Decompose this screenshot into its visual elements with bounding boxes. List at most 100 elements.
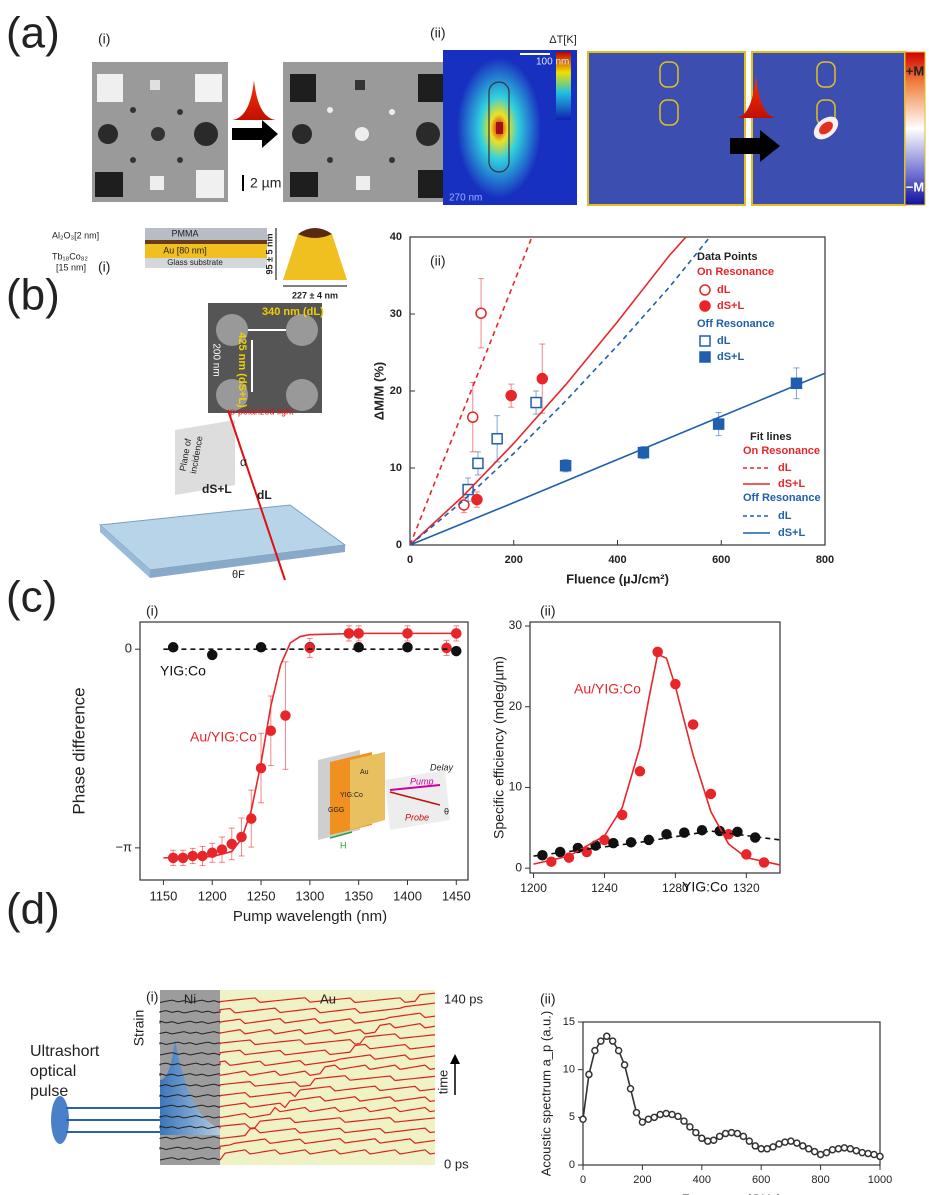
legend-text: Fit lines bbox=[750, 431, 792, 443]
x-tick-label: 400 bbox=[693, 1174, 711, 1186]
legend-marker bbox=[700, 336, 710, 346]
marker bbox=[734, 1131, 740, 1137]
marker bbox=[687, 1124, 693, 1130]
plot-frame bbox=[583, 1022, 880, 1165]
sub-label: (i) bbox=[146, 989, 158, 1005]
x-axis-label: Fluence (µJ/cm²) bbox=[566, 571, 669, 586]
layer-stack bbox=[100, 228, 347, 580]
x-tick-label: 1300 bbox=[295, 888, 324, 903]
y-tick-label: 0 bbox=[569, 1159, 575, 1171]
inset-label: GGG bbox=[328, 807, 344, 814]
y-tick-label: 10 bbox=[563, 1064, 575, 1076]
marker bbox=[492, 434, 502, 444]
pulse-label: pulse bbox=[30, 1083, 68, 1100]
marker bbox=[472, 495, 482, 505]
marker bbox=[198, 851, 207, 860]
x-tick-label: 200 bbox=[633, 1174, 651, 1186]
layer-label: Al₂O₃[2 nm] bbox=[52, 230, 99, 240]
marker bbox=[506, 391, 516, 401]
marker bbox=[711, 1137, 717, 1143]
marker bbox=[305, 643, 314, 652]
colorbar-label: +M bbox=[906, 63, 924, 78]
legend-text: Off Resonance bbox=[743, 492, 821, 504]
marker bbox=[537, 374, 547, 384]
inset-label: Delay bbox=[430, 762, 454, 772]
spacing-label: 340 nm (dL) bbox=[262, 306, 324, 318]
marker bbox=[806, 1146, 812, 1152]
marker bbox=[442, 643, 451, 652]
time-label: 140 ps bbox=[444, 991, 484, 1006]
legend-text: On Resonance bbox=[743, 445, 820, 457]
legend-text: Data Points bbox=[697, 251, 758, 263]
x-tick-label: 1000 bbox=[868, 1174, 892, 1186]
x-tick-label: 1400 bbox=[393, 888, 422, 903]
x-tick-label: 1200 bbox=[520, 881, 547, 895]
y-axis-label: Phase difference bbox=[69, 687, 88, 814]
marker bbox=[609, 839, 618, 848]
y-tick-label: 20 bbox=[390, 385, 402, 397]
y-tick-label: 5 bbox=[569, 1111, 575, 1123]
dimension-label: 95 ± 5 nm bbox=[264, 234, 274, 275]
x-tick-label: 1320 bbox=[733, 881, 760, 895]
inset-label: Pump bbox=[410, 776, 434, 786]
x-tick-label: 200 bbox=[505, 554, 523, 566]
kerr-images bbox=[588, 52, 925, 205]
marker bbox=[531, 398, 541, 408]
marker bbox=[628, 1086, 634, 1092]
y-tick-label: 40 bbox=[390, 231, 402, 243]
marker bbox=[473, 458, 483, 468]
marker bbox=[675, 1113, 681, 1119]
y-tick-label: 20 bbox=[509, 699, 523, 713]
x-tick-label: 1250 bbox=[247, 888, 276, 903]
panel-label: (a) bbox=[6, 9, 60, 58]
marker bbox=[770, 1144, 776, 1150]
marker bbox=[663, 1111, 669, 1117]
region-label: Au bbox=[320, 991, 336, 1006]
layer-label: Au [80 nm] bbox=[163, 245, 207, 255]
angle-label: θF bbox=[232, 569, 245, 581]
marker bbox=[468, 412, 478, 422]
marker bbox=[877, 1153, 883, 1159]
time-label: 0 ps bbox=[444, 1156, 469, 1171]
sub-label: (i) bbox=[98, 259, 110, 275]
time-label: time bbox=[435, 1070, 450, 1095]
colorbar-label: −M bbox=[906, 179, 924, 194]
legend-text: dS+L bbox=[778, 527, 805, 539]
marker bbox=[835, 1146, 841, 1152]
spacing-label: dS+L bbox=[202, 482, 232, 496]
marker bbox=[841, 1145, 847, 1151]
angle-label: α bbox=[240, 455, 247, 469]
marker bbox=[758, 1146, 764, 1152]
marker bbox=[586, 1071, 592, 1077]
marker bbox=[740, 1133, 746, 1139]
x-tick-label: 1240 bbox=[591, 881, 618, 895]
axis-label: Strain bbox=[131, 1010, 147, 1047]
x-tick-label: 800 bbox=[816, 554, 834, 566]
y-tick-label: 0 bbox=[515, 860, 522, 874]
marker bbox=[354, 643, 363, 652]
sub-label: (ii) bbox=[540, 603, 556, 619]
marker bbox=[208, 650, 217, 659]
heat-map bbox=[443, 50, 577, 205]
marker bbox=[657, 1111, 663, 1117]
spacing-label: dL bbox=[257, 488, 272, 502]
series-label: YIG:Co bbox=[160, 663, 206, 679]
marker bbox=[865, 1151, 871, 1157]
marker bbox=[800, 1143, 806, 1149]
plot-frame bbox=[140, 622, 468, 880]
marker bbox=[651, 1114, 657, 1120]
marker bbox=[829, 1147, 835, 1153]
legend-marker bbox=[700, 352, 710, 362]
marker bbox=[746, 1138, 752, 1144]
legend-text: Off Resonance bbox=[697, 318, 775, 330]
legend-text: dS+L bbox=[778, 478, 805, 490]
colorbar-label: ΔT[K] bbox=[549, 34, 577, 46]
marker bbox=[812, 1149, 818, 1155]
y-tick-label: 15 bbox=[563, 1016, 575, 1028]
y-tick-label: 0 bbox=[125, 641, 132, 656]
size-label: 270 nm bbox=[449, 193, 482, 204]
y-axis-label: ΔM/M (%) bbox=[371, 362, 386, 420]
marker bbox=[452, 647, 461, 656]
scale-label: 2 µm bbox=[250, 175, 281, 191]
series-label: YIG:Co bbox=[682, 879, 728, 895]
